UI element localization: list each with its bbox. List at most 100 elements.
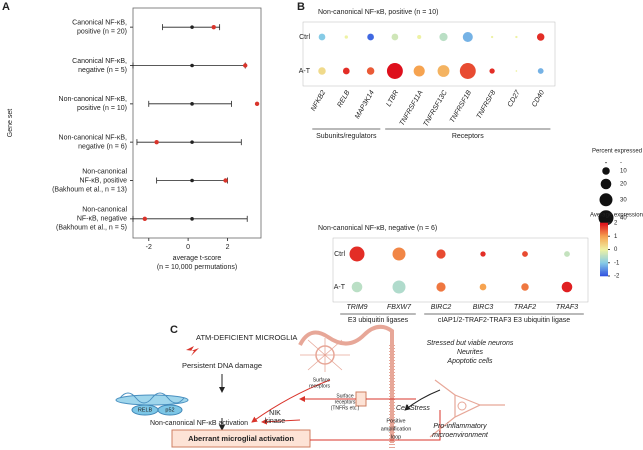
- dot: [522, 251, 528, 257]
- color-bar: [600, 233, 608, 236]
- dot: [436, 282, 446, 292]
- row-label: Ctrl: [299, 34, 310, 41]
- receptor-label: Surface: [336, 393, 353, 399]
- group-label: E3 ubiquitin ligases: [348, 317, 409, 324]
- x-axis-label: average t-score: [173, 255, 222, 262]
- y-tick-label: negative (n = 5): [78, 67, 127, 74]
- dot: [521, 283, 529, 291]
- color-bar: [600, 253, 608, 256]
- damage-label: Persistent DNA damage: [182, 361, 262, 370]
- color-bar: [600, 226, 608, 229]
- x-tick-label: TRAF3: [556, 304, 578, 311]
- panel-letter: A: [2, 1, 10, 13]
- x-tick-label: BIRC2: [431, 304, 452, 311]
- receptor-label: Surface: [313, 377, 330, 383]
- size-legend-dot: [600, 178, 612, 190]
- y-tick-label: negative (n = 6): [78, 144, 127, 151]
- dot: [413, 65, 425, 77]
- receptor-label: receptors: [335, 399, 356, 405]
- color-bar: [600, 238, 608, 241]
- color-bar: [600, 274, 608, 277]
- color-bar: [600, 263, 608, 266]
- loop-label: loop: [391, 434, 401, 440]
- color-bar: [600, 237, 608, 240]
- color-bar: [600, 265, 608, 268]
- size-legend-dot: [599, 193, 613, 207]
- x-axis-label: (n = 10,000 permutations): [157, 264, 237, 271]
- size-legend-title: Percent expressed: [592, 149, 642, 155]
- color-bar: [600, 235, 608, 238]
- dot: [564, 251, 570, 257]
- x-tick-label: TRAF2: [514, 304, 536, 311]
- panel-letter: B: [297, 1, 305, 13]
- group-label: Receptors: [452, 133, 484, 140]
- color-bar: [600, 255, 608, 258]
- plot-frame: [302, 21, 556, 87]
- receptor-label: (TNFRs etc.): [331, 405, 360, 411]
- plot-area: [132, 7, 262, 239]
- size-legend-label: 20: [620, 182, 627, 188]
- dot: [391, 33, 399, 41]
- dot: [515, 70, 518, 72]
- stress-label: Cell Stress: [396, 405, 430, 412]
- y-tick-label: positive (n = 10): [77, 105, 127, 112]
- dot: [386, 63, 403, 79]
- color-bar: [600, 262, 608, 265]
- dot: [318, 33, 326, 41]
- dot: [462, 31, 473, 43]
- size-legend-label: 40: [620, 215, 627, 221]
- size-legend-dot: [598, 210, 614, 226]
- diagram-shapes: [115, 324, 505, 448]
- row-label: Ctrl: [334, 251, 345, 258]
- y-tick-label: NF-κB, positive: [80, 177, 128, 184]
- color-bar: [600, 270, 608, 273]
- x-tick-label: FBXW7: [387, 304, 412, 311]
- panel-letter: C: [170, 324, 178, 336]
- color-bar: [600, 224, 608, 226]
- x-tick-label: NFKB2: [310, 89, 327, 112]
- dot: [536, 33, 545, 41]
- color-bar: [600, 234, 608, 237]
- x-tick-label: MAP3K14: [354, 89, 376, 120]
- y-tick-label: positive (n = 20): [77, 29, 127, 36]
- activation-label: Non-canonical NF-κB activation: [150, 420, 248, 427]
- group-label: cIAP1/2-TRAF2-TRAF3 E3 ubiquitin ligase: [438, 317, 570, 324]
- y-tick-label: Canonical NF-κB,: [72, 20, 127, 27]
- color-bar: [600, 231, 608, 234]
- color-bar: [600, 257, 608, 260]
- x-tick-label: BIRC3: [473, 304, 494, 311]
- y-tick-label: Canonical NF-κB,: [72, 58, 127, 65]
- dot: [561, 281, 573, 293]
- color-bar: [600, 246, 608, 249]
- neuron-label: Stressed but viable neurons: [427, 340, 514, 347]
- observed: [254, 101, 260, 107]
- y-tick-label: Non-canonical NF-κB,: [59, 135, 128, 142]
- x-tick-label: RELB: [336, 89, 351, 109]
- null-mean: [190, 102, 194, 106]
- dot: [351, 281, 363, 293]
- null-mean: [190, 140, 194, 144]
- color-bar: [600, 250, 608, 253]
- x-tick-label: CD27: [507, 88, 523, 108]
- size-legend-dot: [602, 167, 610, 175]
- y-tick-label: Non-canonical NF-κB,: [59, 96, 128, 103]
- receptor-label: receptors: [309, 383, 330, 389]
- x-tick-label: LTBR: [385, 89, 400, 108]
- panel-title: Non-canonical NF-κB, positive (n = 10): [318, 9, 438, 16]
- row-label: A-T: [334, 284, 346, 291]
- null-mean: [190, 25, 194, 29]
- microglia-label: ATM-DEFICIENT MICROGLIA: [196, 333, 297, 342]
- x-tick-label: TNFRSF11A: [399, 89, 425, 127]
- color-tick-label: 2: [614, 221, 618, 227]
- observed: [223, 178, 228, 183]
- dot: [439, 32, 448, 42]
- color-legend-title: Average expression: [590, 213, 643, 219]
- color-bar: [600, 243, 608, 246]
- dot: [392, 247, 406, 261]
- row-label: A-T: [299, 68, 311, 75]
- y-tick-label: Non-canonical: [82, 207, 127, 214]
- dot: [349, 246, 365, 262]
- null-mean: [190, 63, 194, 68]
- y-tick-label: NF-κB, negative: [77, 216, 127, 223]
- size-legend-dot: [605, 162, 607, 164]
